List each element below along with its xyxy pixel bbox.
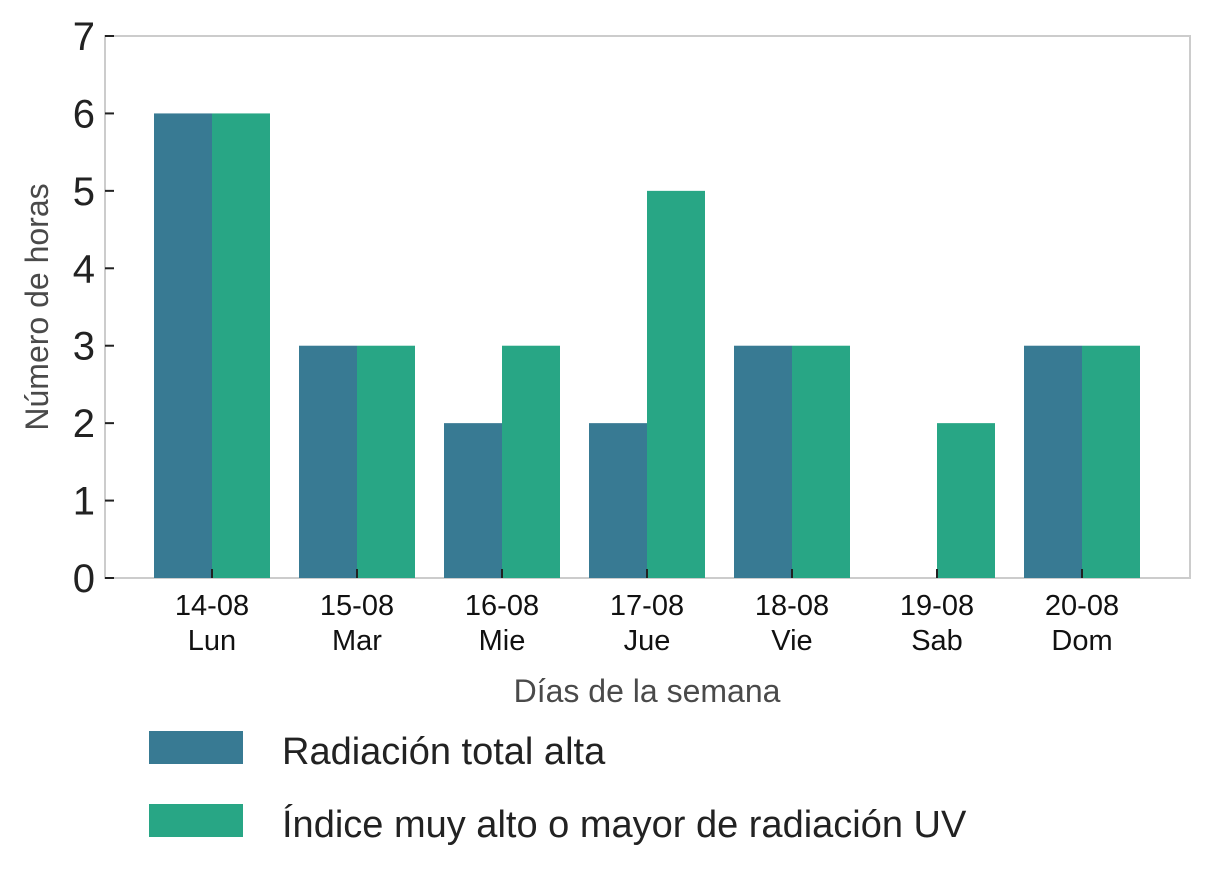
x-tick-label-17-08: 17-08 Jue [610,590,684,657]
x-tick-label-19-08: 19-08 Sab [900,590,974,657]
legend-label-indice-uv: Índice muy alto o mayor de radiación UV [282,803,967,846]
legend-label-radiacion-total: Radiación total alta [282,731,606,773]
y-tick-label-0: 0 [73,557,95,601]
bar-s1-17-08 [647,190,705,578]
bar-s0-18-08 [734,345,792,578]
bar-s0-17-08 [589,423,647,578]
bar-s0-14-08 [154,113,212,578]
bar-s0-15-08 [299,345,357,578]
y-tick-label-7: 7 [73,15,95,59]
x-tick-label-16-08: 16-08 Mie [465,590,539,657]
x-tick-label-20-08: 20-08 Dom [1045,590,1119,657]
y-tick-label-3: 3 [73,325,95,369]
legend-swatch-radiacion-total [149,731,243,764]
y-tick-label-1: 1 [73,480,95,524]
y-tick-label-2: 2 [73,402,95,446]
x-tick-label-14-08: 14-08 Lun [175,590,249,657]
bar-s1-16-08 [502,345,560,578]
y-tick-label-5: 5 [73,170,95,214]
bar-s1-19-08 [937,423,995,578]
y-axis: 0 1 2 3 4 5 6 7 [73,15,114,601]
y-tick-label-6: 6 [73,92,95,136]
bar-s0-16-08 [444,423,502,578]
bar-s1-15-08 [357,345,415,578]
x-tick-label-18-08: 18-08 Vie [755,590,829,657]
x-tick-label-15-08: 15-08 Mar [320,590,394,657]
bar-s1-14-08 [212,113,270,578]
legend: Radiación total alta Índice muy alto o m… [149,731,967,846]
x-axis-title: Días de la semana [514,673,781,709]
bar-s1-20-08 [1082,345,1140,578]
legend-swatch-indice-uv [149,804,243,837]
y-tick-label-4: 4 [73,247,95,291]
bar-s0-20-08 [1024,345,1082,578]
bars-group [154,113,1140,578]
bar-s1-18-08 [792,345,850,578]
x-axis: 14-08 Lun 15-08 Mar 16-08 Mie 17-08 Jue 18-08 Vie… [175,569,1119,657]
y-axis-title: Número de horas [19,183,55,430]
